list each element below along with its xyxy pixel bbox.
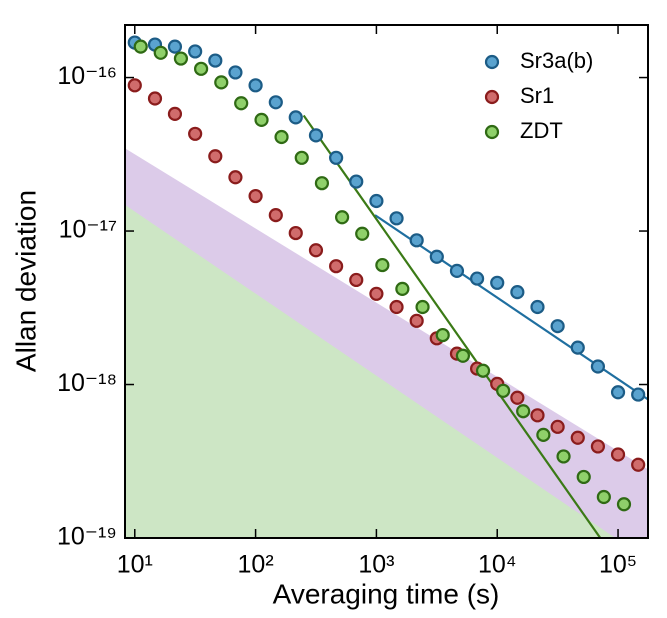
plot-area [125, 114, 648, 538]
data-point [314, 176, 330, 191]
data-point [133, 39, 148, 54]
plot-frame [124, 24, 649, 539]
data-point [590, 439, 606, 454]
data-point [576, 469, 591, 485]
legend-label: Sr3a(b) [520, 48, 593, 73]
x-tick-label: 10³ [358, 551, 394, 579]
x-tick-label: 10⁵ [599, 551, 637, 579]
data-point [570, 430, 585, 445]
data-point [570, 340, 585, 355]
data-point [469, 271, 485, 286]
data-point [274, 129, 289, 145]
data-point [409, 233, 424, 248]
axes: 10¹ 10² 10³ 10⁴ 10⁵ 10⁻¹⁹ 10⁻¹⁸ 10⁻¹⁷ 10⁻¹⁶ Sr3a(… [57, 24, 649, 579]
data-point [616, 497, 632, 512]
data-point [429, 249, 444, 264]
data-point [631, 387, 646, 402]
data-point [173, 51, 189, 66]
data-point [550, 319, 565, 334]
data-point [530, 408, 545, 423]
data-point [308, 128, 324, 143]
x-axis-label: Averaging time (s) [273, 578, 500, 609]
data-point [294, 150, 309, 165]
data-point [455, 348, 471, 363]
data-point [147, 91, 163, 106]
data-point [536, 427, 551, 442]
y-tick-label: 10⁻¹⁹ [57, 523, 117, 551]
data-point [254, 112, 269, 127]
data-point [395, 281, 410, 296]
data-point [610, 447, 626, 462]
y-tick-label: 10⁻¹⁷ [59, 216, 117, 244]
data-point [288, 110, 303, 125]
x-tick-label: 10¹ [117, 551, 153, 579]
data-point [389, 299, 404, 315]
data-point [475, 363, 491, 378]
y-tick-label: 10⁻¹⁸ [57, 369, 117, 397]
x-tick-label: 10⁴ [478, 551, 517, 579]
data-point [308, 243, 324, 258]
data-point [516, 404, 531, 419]
data-point [490, 275, 505, 290]
data-point [556, 449, 571, 464]
data-point [510, 285, 525, 300]
data-point [127, 78, 142, 93]
data-point [631, 457, 646, 472]
data-point [208, 149, 223, 164]
data-point [188, 126, 203, 141]
legend-marker [484, 124, 500, 140]
y-axis-label: Allan deviation [10, 190, 41, 372]
legend-marker [484, 54, 500, 70]
data-point [268, 95, 283, 110]
x-tick-label: 10² [238, 551, 274, 579]
data-point [167, 39, 183, 54]
data-point [329, 259, 344, 274]
data-point [288, 225, 303, 241]
y-tick-label: 10⁻¹⁶ [57, 62, 117, 90]
data-point [329, 150, 344, 165]
data-point [510, 390, 525, 405]
data-point [415, 299, 430, 315]
data-point [268, 208, 283, 223]
data-point [389, 211, 404, 226]
data-point [596, 489, 611, 505]
legend-marker [484, 89, 500, 105]
data-point [530, 299, 545, 315]
data-point [228, 170, 243, 185]
data-point [375, 257, 390, 273]
data-point [590, 359, 606, 374]
data-point [153, 45, 168, 60]
data-point [334, 210, 350, 225]
data-point [369, 193, 384, 209]
data-point [208, 53, 223, 68]
legend-label: ZDT [520, 118, 563, 143]
data-point [449, 263, 465, 278]
data-point [214, 75, 229, 90]
data-point [349, 174, 364, 189]
data-point [435, 327, 450, 343]
data-point [167, 106, 183, 121]
data-point [188, 44, 203, 59]
data-point [355, 226, 370, 241]
data-point [349, 272, 364, 288]
data-point [234, 96, 249, 111]
data-point [194, 61, 209, 76]
data-point [496, 383, 511, 398]
data-point [369, 286, 384, 301]
data-point [409, 313, 424, 328]
band [125, 204, 616, 538]
data-point [248, 78, 263, 93]
data-point [248, 188, 263, 204]
data-point [550, 419, 565, 434]
data-point [228, 65, 243, 80]
data-point [610, 385, 626, 400]
legend-label: Sr1 [520, 83, 554, 108]
